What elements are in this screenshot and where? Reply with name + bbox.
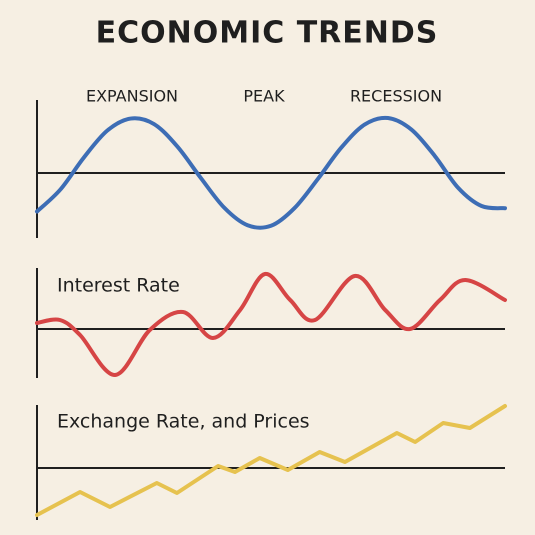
phase-label: PEAK [243, 87, 285, 106]
chart-title: ECONOMIC TRENDS [96, 16, 439, 51]
data-line [35, 115, 507, 230]
data-line [35, 404, 507, 517]
panel-label: Interest Rate [57, 275, 180, 297]
data-line [35, 272, 507, 377]
phase-label: EXPANSION [86, 87, 178, 106]
panel-label: Exchange Rate, and Prices [57, 411, 310, 433]
phase-label: RECESSION [350, 87, 442, 106]
